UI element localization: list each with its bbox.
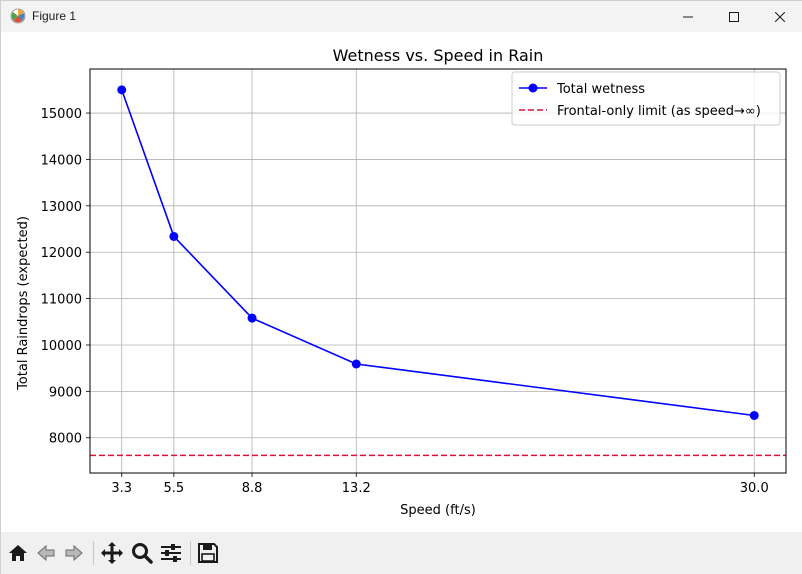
axes-frame bbox=[89, 68, 787, 474]
x-axis-label: Speed (ft/s) bbox=[400, 503, 476, 518]
save-button[interactable] bbox=[195, 540, 221, 566]
plot-area: 3.3 5.5 8.8 13.2 30.0 8000 9000 10000 11000 1200… bbox=[1, 32, 802, 532]
pan-button[interactable] bbox=[99, 540, 125, 566]
y-tick-label: 8000 bbox=[49, 432, 82, 447]
x-axis-ticks: 3.3 5.5 8.8 13.2 30.0 bbox=[111, 473, 769, 496]
legend-box bbox=[511, 71, 781, 126]
close-icon bbox=[775, 11, 785, 22]
maximize-button[interactable] bbox=[711, 1, 757, 32]
y-tick-label: 11000 bbox=[41, 293, 82, 308]
zoom-icon bbox=[132, 543, 153, 564]
chart-title: Wetness vs. Speed in Rain bbox=[333, 46, 544, 65]
zoom-button[interactable] bbox=[129, 540, 155, 566]
toolbar-separator bbox=[93, 541, 94, 565]
total-wetness-point bbox=[169, 231, 179, 241]
x-tick-label: 5.5 bbox=[164, 481, 185, 496]
y-tick-label: 12000 bbox=[41, 246, 82, 261]
grid-lines bbox=[90, 69, 786, 473]
title-bar: Figure 1 bbox=[1, 1, 802, 32]
total-wetness-line bbox=[120, 89, 755, 417]
y-tick-label: 13000 bbox=[41, 200, 82, 215]
navigation-toolbar bbox=[1, 532, 802, 574]
configure-subplots-button[interactable] bbox=[158, 540, 184, 566]
total-wetness-point bbox=[117, 85, 127, 95]
pan-icon bbox=[101, 542, 123, 564]
x-tick-label: 3.3 bbox=[111, 481, 132, 496]
series-layer bbox=[117, 85, 759, 420]
back-button[interactable] bbox=[33, 540, 59, 566]
y-tick-label: 15000 bbox=[41, 107, 82, 122]
legend-label-total-wetness: Total wetness bbox=[556, 82, 645, 97]
y-tick-label: 10000 bbox=[41, 339, 82, 354]
y-tick-label: 9000 bbox=[49, 385, 82, 400]
configure-subplots-icon bbox=[161, 544, 181, 562]
minimize-button[interactable] bbox=[665, 1, 711, 32]
back-icon bbox=[37, 544, 55, 562]
total-wetness-point bbox=[749, 410, 759, 420]
x-tick-label: 13.2 bbox=[342, 481, 371, 496]
legend-label-frontal-limit: Frontal-only limit (as speed→∞) bbox=[557, 104, 761, 119]
save-icon bbox=[198, 543, 218, 563]
y-axis-label: Total Raindrops (expected) bbox=[16, 216, 31, 391]
toolbar-separator bbox=[190, 541, 191, 565]
minimize-icon bbox=[683, 16, 693, 17]
matplotlib-app-icon bbox=[10, 8, 26, 24]
home-button[interactable] bbox=[5, 540, 31, 566]
close-button[interactable] bbox=[757, 1, 802, 32]
maximize-icon bbox=[729, 11, 739, 22]
y-axis-ticks: 8000 9000 10000 11000 12000 13000 14000 15000 bbox=[41, 107, 90, 447]
forward-button[interactable] bbox=[61, 540, 87, 566]
total-wetness-point bbox=[247, 313, 257, 323]
legend-handle-total-wetness-marker bbox=[528, 83, 538, 93]
total-wetness-point bbox=[351, 359, 361, 369]
forward-icon bbox=[65, 544, 83, 562]
line-chart: 3.3 5.5 8.8 13.2 30.0 8000 9000 10000 11000 1200… bbox=[16, 46, 787, 518]
legend: Total wetness Frontal-only limit (as spe… bbox=[511, 71, 781, 126]
x-tick-label: 8.8 bbox=[242, 481, 263, 496]
y-tick-label: 14000 bbox=[41, 153, 82, 168]
home-icon bbox=[9, 545, 27, 561]
window-title: Figure 1 bbox=[32, 9, 77, 23]
x-tick-label: 30.0 bbox=[740, 481, 769, 496]
